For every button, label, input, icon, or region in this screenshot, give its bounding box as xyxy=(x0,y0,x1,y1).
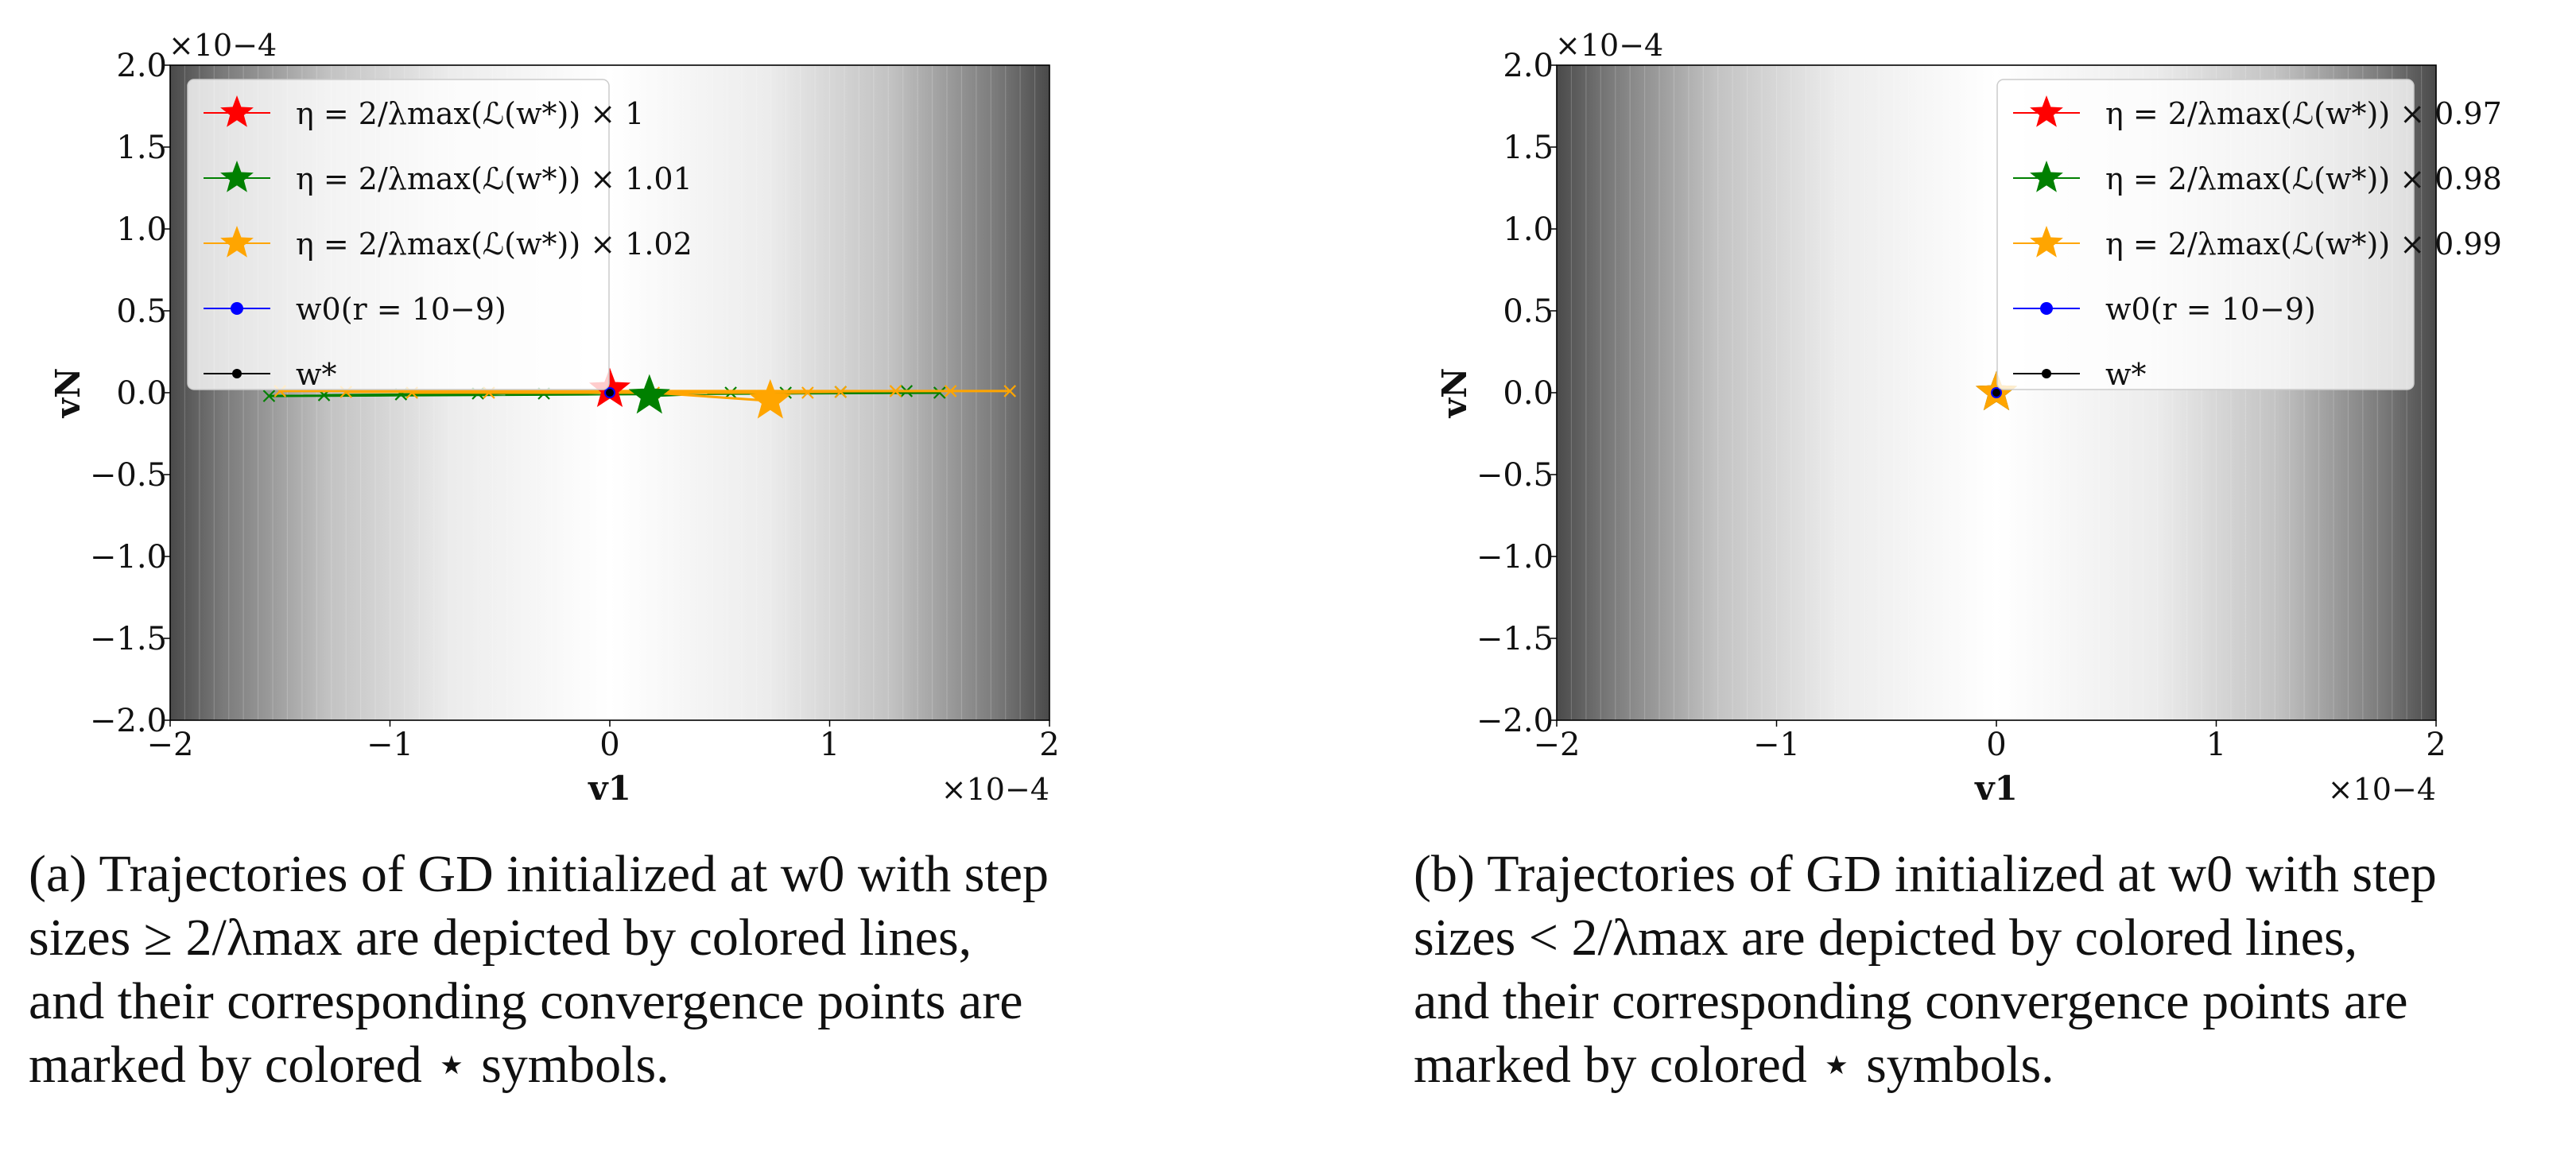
y-tick-label: −2.0 xyxy=(1476,703,1554,739)
x-tick-label: 2 xyxy=(2426,727,2446,763)
legend-dot-icon xyxy=(232,369,242,378)
y-tick-label: 1.0 xyxy=(116,211,167,248)
caption-line: marked by colored ⋆ symbols. xyxy=(29,1036,669,1094)
legend-star-icon xyxy=(220,161,254,192)
y-tick-label: −1.5 xyxy=(90,621,167,657)
caption-a: (a) Trajectories of GD initialized at w0… xyxy=(29,843,1167,1097)
x-axis-multiplier: ×10−4 xyxy=(2328,772,2436,807)
legend-dot-icon xyxy=(231,302,243,315)
caption-line: and their corresponding convergence poin… xyxy=(29,972,1023,1030)
y-tick-label: −0.5 xyxy=(1476,457,1554,494)
caption-line: sizes < 2/λmax are depicted by colored l… xyxy=(1414,909,2358,967)
legend-star-icon xyxy=(2030,95,2063,127)
legend-star-icon xyxy=(220,226,254,258)
y-tick-label: 1.5 xyxy=(1503,130,1554,166)
y-tick-label: −2.0 xyxy=(90,703,167,739)
trajectory-marker xyxy=(801,386,814,399)
y-tick-label: 1.5 xyxy=(116,130,167,166)
y-tick-label: −1.0 xyxy=(1476,539,1554,576)
x-axis-label: v1 xyxy=(588,769,631,808)
x-tick-label: −2 xyxy=(1534,727,1581,763)
chart-panel-b: 2.0 1.5 1.0 0.5 0.0 −0.5 −1.0 −1.5 −2.0−2 −1 0 1 2 ×1… xyxy=(1435,28,2502,808)
caption-line: (b) Trajectories of GD initialized at w0… xyxy=(1414,845,2437,903)
x-tick-label: 1 xyxy=(820,727,840,763)
y-tick-label: 2.0 xyxy=(116,48,167,84)
legend-label: η = 2/λmax(ℒ(w*)) × 1 xyxy=(296,96,644,131)
legend-star-icon xyxy=(2030,161,2063,192)
y-tick-label: −1.0 xyxy=(90,539,167,576)
y-tick-label: −0.5 xyxy=(90,457,167,494)
x-tick-label: −1 xyxy=(367,727,413,763)
legend-label: η = 2/λmax(ℒ(w*)) × 1.02 xyxy=(296,227,692,262)
trajectory-marker xyxy=(1003,385,1017,397)
x-tick-label: −1 xyxy=(1753,727,1800,763)
legend-box xyxy=(187,79,610,390)
x-axis-multiplier: ×10−4 xyxy=(941,772,1049,807)
convergence-star xyxy=(628,374,670,414)
y-tick-label: 0.5 xyxy=(1503,293,1554,330)
y-axis-label: vN xyxy=(48,368,87,419)
trajectory-marker xyxy=(889,385,902,397)
caption-b: (b) Trajectories of GD initialized at w0… xyxy=(1414,843,2552,1097)
x-tick-label: 0 xyxy=(599,727,619,763)
legend-label: η = 2/λmax(ℒ(w*)) × 0.97 xyxy=(2105,96,2502,131)
y-tick-label: 0.0 xyxy=(116,375,167,412)
caption-line: sizes ≥ 2/λmax are depicted by colored l… xyxy=(29,909,972,967)
legend-label: η = 2/λmax(ℒ(w*)) × 0.98 xyxy=(2105,161,2502,196)
y-axis-multiplier: ×10−4 xyxy=(169,28,277,63)
legend-label: w0(r = 10−9) xyxy=(296,292,506,327)
x-axis-label: v1 xyxy=(1974,769,2018,808)
legend-label: η = 2/λmax(ℒ(w*)) × 1.01 xyxy=(296,161,692,196)
x-tick-label: −2 xyxy=(147,727,194,763)
legend-label: w0(r = 10−9) xyxy=(2105,292,2316,327)
y-tick-label: −1.5 xyxy=(1476,621,1554,657)
legend-label: η = 2/λmax(ℒ(w*)) × 0.99 xyxy=(2105,227,2502,262)
trajectory-marker xyxy=(933,386,946,399)
trajectory-marker xyxy=(834,386,848,398)
x-tick-label: 0 xyxy=(1986,727,2006,763)
x-tick-label: 1 xyxy=(2206,727,2226,763)
y-tick-label: 1.0 xyxy=(1503,211,1554,248)
legend-label: w* xyxy=(296,357,337,392)
y-tick-label: 0.5 xyxy=(116,293,167,330)
legend-dot-icon xyxy=(2040,302,2053,315)
point-w-star xyxy=(1992,389,2000,397)
legend-label: w* xyxy=(2105,357,2147,392)
trajectory-marker xyxy=(262,390,276,402)
x-tick-label: 2 xyxy=(1039,727,1059,763)
legend-star-icon xyxy=(220,95,254,127)
legend-dot-icon xyxy=(2042,369,2051,378)
legend-star-icon xyxy=(2030,226,2063,258)
trajectory-marker xyxy=(944,385,957,397)
chart-panel-a: 2.0 1.5 1.0 0.5 0.0 −0.5 −1.0 −1.5 −2.0−2 −1 0 1 2 ×1… xyxy=(48,28,1060,808)
caption-line: marked by colored ⋆ symbols. xyxy=(1414,1036,2054,1094)
y-axis-multiplier: ×10−4 xyxy=(1555,28,1663,63)
y-tick-label: 0.0 xyxy=(1503,375,1554,412)
legend-box xyxy=(1996,79,2415,390)
convergence-star xyxy=(749,378,791,419)
y-axis-label: vN xyxy=(1435,368,1474,419)
y-tick-label: 2.0 xyxy=(1503,48,1554,84)
caption-line: (a) Trajectories of GD initialized at w0… xyxy=(29,845,1049,903)
point-w-star xyxy=(606,389,614,397)
caption-line: and their corresponding convergence poin… xyxy=(1414,972,2408,1030)
